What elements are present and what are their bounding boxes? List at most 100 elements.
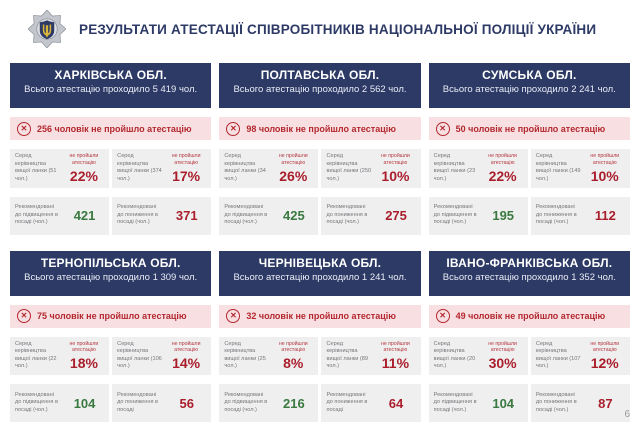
recommended-promotion: Рекомендовані до підвищення в посаді (чо…: [10, 384, 110, 422]
page-header: РЕЗУЛЬТАТИ АТЕСТАЦІЇ СПІВРОБІТНИКІВ НАЦІ…: [0, 0, 640, 55]
crossed-circle-icon: ✕: [17, 121, 31, 136]
page-number: 6: [624, 409, 630, 420]
stat-value: 10%: [381, 167, 410, 184]
stats-row: Серед керівництва вищої ланки (22 чол.) …: [10, 336, 212, 375]
stat-sublabel: не пройшли атестацію: [278, 153, 308, 166]
region-card-poltava: ПОЛТАВСЬКА ОБЛ. Всього атестацію проходи…: [219, 63, 421, 235]
stat-senior: Серед керівництва вищої ланки (23 чол.) …: [428, 149, 528, 188]
stat-label: Серед керівництва вищої ланки (250 чол.): [326, 153, 372, 182]
stat-sublabel: не пройшли атестацію: [69, 153, 99, 166]
stats-row: Серед керівництва вищої ланки (34 чол.) …: [219, 149, 421, 188]
region-header: ЧЕРНІВЕЦЬКА ОБЛ. Всього атестацію проход…: [219, 250, 421, 296]
stat-value: 22%: [69, 167, 98, 184]
recommended-demotion: Рекомендовані до пониження в посаді 64: [321, 384, 421, 422]
recommended-value: 275: [385, 208, 407, 223]
recommended-demotion: Рекомендовані до пониження в посаді 56: [112, 384, 212, 422]
region-total: Всього атестацію проходило 1 352 чол.: [442, 271, 616, 283]
failed-banner: ✕ 256 чоловік не пройшло атестацію: [10, 117, 212, 140]
regions-grid: ХАРКІВСЬКА ОБЛ. Всього атестацію проходи…: [0, 55, 640, 422]
recommended-promotion: Рекомендовані до підвищення в посаді (чо…: [428, 384, 528, 422]
stat-middle: Серед керівництва вищої ланки (106 чол.)…: [112, 336, 212, 375]
region-total: Всього атестацію проходило 1 309 чол.: [24, 271, 198, 283]
failed-banner: ✕ 50 чоловік не пройшло атестацію: [428, 117, 630, 140]
stat-sublabel: не пройшли атестацію: [278, 340, 308, 354]
stat-label: Серед керівництва вищої ланки (34 чол.): [224, 153, 266, 182]
recommended-demotion: Рекомендовані до пониження в посаді (чол…: [530, 196, 630, 235]
recommended-value: 425: [283, 208, 305, 223]
region-total: Всього атестацію проходило 5 419 чол.: [24, 84, 198, 95]
region-name: ПОЛТАВСЬКА ОБЛ.: [260, 68, 380, 82]
stat-value: 30%: [488, 355, 517, 371]
region-name: СУМСЬКА ОБЛ.: [482, 68, 577, 82]
region-card-kharkiv: ХАРКІВСЬКА ОБЛ. Всього атестацію проходи…: [10, 63, 212, 235]
recommended-value: 371: [175, 208, 198, 223]
stat-label: Серед керівництва вищої ланки (107 чол.): [535, 340, 581, 370]
stat-label: Серед керівництва вищої ланки (51 чол.): [15, 153, 57, 182]
region-header: ІВАНО-ФРАНКІВСЬКА ОБЛ. Всього атестацію …: [428, 250, 630, 296]
recommended-label: Рекомендовані до пониження в посаді (чол…: [326, 204, 368, 226]
crossed-circle-icon: ✕: [226, 121, 241, 136]
region-card-sumy: СУМСЬКА ОБЛ. Всього атестацію проходило …: [428, 63, 630, 235]
stat-value: 11%: [381, 355, 410, 371]
recommended-demotion: Рекомендовані до пониження в посаді (чол…: [530, 384, 630, 422]
failed-banner: ✕ 98 чоловік не пройшло атестацію: [219, 117, 421, 140]
stat-sublabel: не пройшли атестацію: [171, 153, 201, 166]
stat-middle: Серед керівництва вищої ланки (149 чол.)…: [530, 149, 630, 188]
region-header: ПОЛТАВСЬКА ОБЛ. Всього атестацію проходи…: [219, 63, 421, 108]
stat-value: 12%: [590, 355, 619, 371]
crossed-circle-icon: ✕: [226, 309, 241, 323]
failed-text: 256 чоловік не пройшло атестацію: [37, 123, 192, 134]
recommended-value: 195: [492, 208, 515, 223]
stat-senior: Серед керівництва вищої ланки (34 чол.) …: [219, 149, 319, 188]
recommended-label: Рекомендовані до пониження в посаді: [326, 391, 368, 413]
stat-label: Серед керівництва вищої ланки (23 чол.): [433, 153, 476, 182]
stat-value: 17%: [172, 167, 201, 184]
region-header: ТЕРНОПІЛЬСЬКА ОБЛ. Всього атестацію прох…: [10, 250, 212, 296]
region-name: ЧЕРНІВЕЦЬКА ОБЛ.: [258, 255, 382, 270]
recommended-label: Рекомендовані до пониження в посаді (чол…: [117, 204, 159, 226]
recommended-demotion: Рекомендовані до пониження в посаді (чол…: [112, 196, 212, 235]
stat-sublabel: не пройшли атестацію: [171, 340, 201, 354]
recommended-row: Рекомендовані до підвищення в посаді (чо…: [428, 384, 630, 422]
region-name: ТЕРНОПІЛЬСЬКА ОБЛ.: [40, 255, 181, 270]
region-card-ivano-frankivsk: ІВАНО-ФРАНКІВСЬКА ОБЛ. Всього атестацію …: [428, 250, 630, 422]
stat-senior: Серед керівництва вищої ланки (25 чол.) …: [219, 336, 319, 375]
crossed-circle-icon: ✕: [17, 309, 31, 323]
region-header: ХАРКІВСЬКА ОБЛ. Всього атестацію проходи…: [10, 63, 212, 108]
failed-banner: ✕ 75 чоловік не пройшло атестацію: [10, 304, 212, 328]
crossed-circle-icon: ✕: [435, 121, 450, 136]
recommended-value: 64: [388, 395, 404, 411]
stat-middle: Серед керівництва вищої ланки (374 чол.)…: [112, 149, 212, 188]
recommended-label: Рекомендовані до пониження в посаді (чол…: [535, 204, 577, 226]
stat-label: Серед керівництва вищої ланки (149 чол.): [535, 153, 581, 182]
stats-row: Серед керівництва вищої ланки (20 чол.) …: [428, 336, 630, 375]
stat-label: Серед керівництва вищої ланки (374 чол.): [117, 153, 162, 182]
failed-text: 50 чоловік не пройшло атестацію: [455, 123, 606, 134]
recommended-promotion: Рекомендовані до підвищення в посаді (чо…: [428, 196, 528, 235]
stat-value: 18%: [69, 355, 98, 371]
stat-middle: Серед керівництва вищої ланки (107 чол.)…: [530, 336, 630, 375]
region-card-ternopil: ТЕРНОПІЛЬСЬКА ОБЛ. Всього атестацію прох…: [10, 250, 212, 422]
region-card-chernivtsi: ЧЕРНІВЕЦЬКА ОБЛ. Всього атестацію проход…: [219, 250, 421, 422]
stats-row: Серед керівництва вищої ланки (25 чол.) …: [219, 336, 421, 375]
stat-sublabel: не пройшли атестацію: [381, 153, 410, 166]
stat-senior: Серед керівництва вищої ланки (20 чол.) …: [428, 336, 528, 375]
stat-value: 22%: [488, 167, 517, 184]
recommended-label: Рекомендовані до підвищення в посаді (чо…: [433, 391, 477, 413]
failed-text: 32 чоловік не пройшло атестацію: [246, 311, 396, 321]
stat-senior: Серед керівництва вищої ланки (51 чол.) …: [10, 149, 110, 188]
recommended-value: 421: [73, 208, 96, 223]
recommended-row: Рекомендовані до підвищення в посаді (чо…: [428, 196, 630, 235]
recommended-value: 104: [73, 395, 96, 411]
stats-row: Серед керівництва вищої ланки (51 чол.) …: [10, 149, 212, 188]
crossed-circle-icon: ✕: [435, 309, 450, 323]
stat-label: Серед керівництва вищої ланки (106 чол.): [117, 340, 162, 370]
stat-middle: Серед керівництва вищої ланки (89 чол.) …: [321, 336, 421, 375]
recommended-promotion: Рекомендовані до підвищення в посаді (чо…: [219, 384, 319, 422]
failed-text: 49 чоловік не пройшло атестацію: [455, 311, 606, 321]
region-name: ІВАНО-ФРАНКІВСЬКА ОБЛ.: [446, 255, 613, 270]
stat-value: 10%: [590, 167, 619, 184]
failed-banner: ✕ 49 чоловік не пройшло атестацію: [428, 304, 630, 328]
region-total: Всього атестацію проходило 1 241 чол.: [233, 271, 407, 283]
